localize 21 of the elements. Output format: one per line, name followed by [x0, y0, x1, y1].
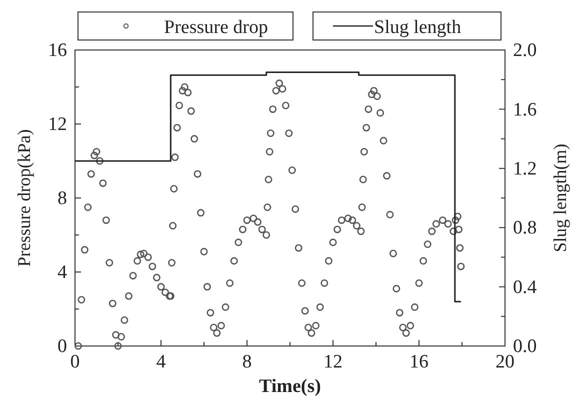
- x-tick-label: 16: [410, 351, 428, 372]
- y-tick-label: 16: [48, 40, 67, 62]
- x-tick-label: 12: [324, 351, 342, 372]
- y2-tick-label: 0.0: [513, 336, 537, 358]
- y-tick-label: 8: [58, 188, 67, 210]
- y2-tick-label: 2.0: [513, 40, 537, 62]
- y-tick-label: 12: [48, 114, 67, 136]
- x-tick-label: 4: [156, 351, 166, 372]
- y2-tick-label: 1.2: [513, 158, 537, 180]
- y2-tick-label: 1.6: [513, 99, 537, 120]
- y-tick-label: 0: [58, 336, 67, 358]
- x-axis-title: Time(s): [259, 376, 321, 397]
- y2-tick-label: 0.8: [513, 218, 537, 239]
- y-axis-title: Pressure drop(kPa): [14, 129, 34, 267]
- legend-label: Pressure drop: [164, 17, 268, 38]
- y2-tick-label: 0.4: [513, 276, 538, 298]
- legend-label: Slug length: [374, 17, 462, 38]
- y-tick-label: 4: [58, 262, 68, 284]
- x-tick-label: 20: [496, 351, 514, 372]
- x-tick-label: 8: [242, 351, 252, 372]
- y2-axis-title: Slug length(m): [550, 144, 570, 252]
